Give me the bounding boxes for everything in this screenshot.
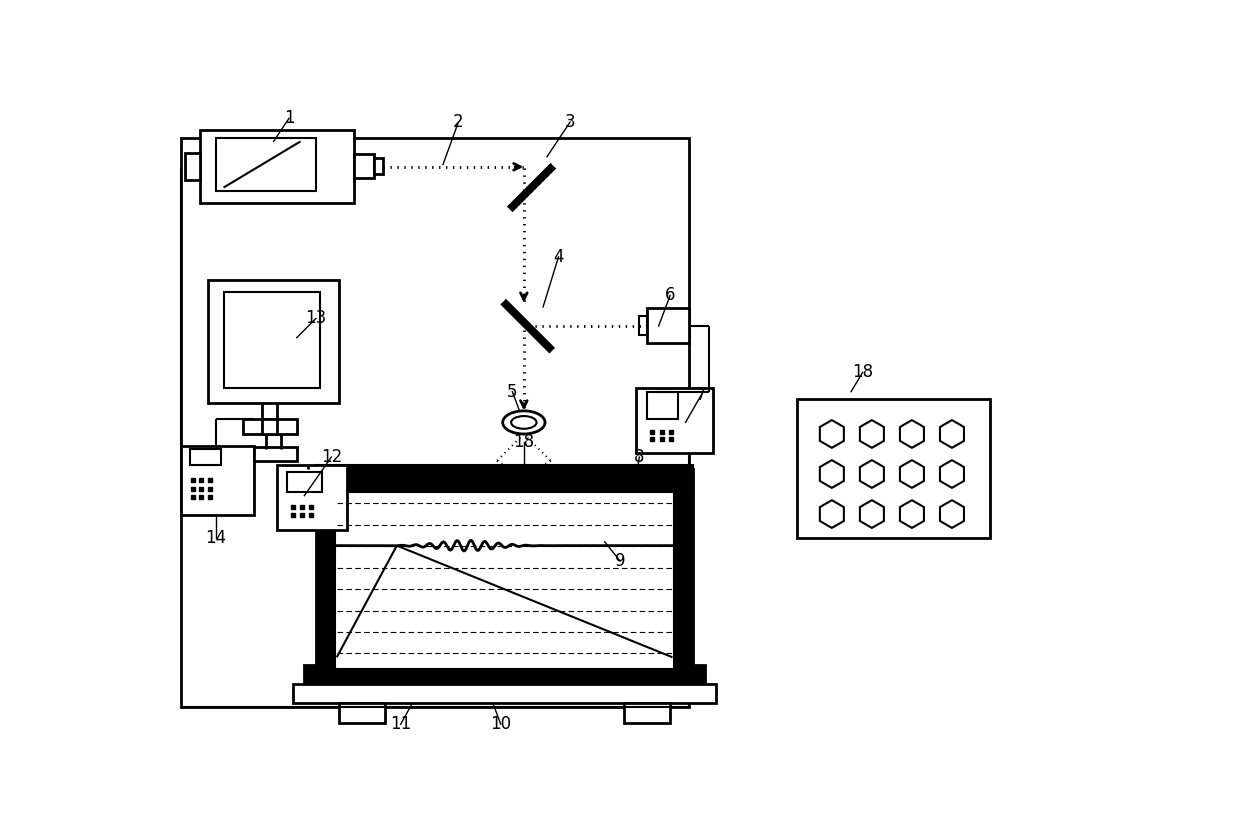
Bar xyxy=(640,316,647,335)
Bar xyxy=(293,684,717,703)
Bar xyxy=(335,492,675,669)
Text: 11: 11 xyxy=(391,716,412,733)
Bar xyxy=(223,292,320,388)
Text: 18: 18 xyxy=(513,432,534,451)
Bar xyxy=(208,280,339,403)
Bar xyxy=(191,449,221,465)
Bar xyxy=(797,400,990,538)
Bar xyxy=(339,703,386,722)
Bar xyxy=(254,447,296,461)
Bar xyxy=(635,388,713,453)
Bar xyxy=(181,446,254,515)
Bar xyxy=(201,130,355,203)
Ellipse shape xyxy=(502,411,546,434)
Bar xyxy=(262,418,278,434)
Bar xyxy=(647,391,678,418)
Text: 7: 7 xyxy=(696,386,707,405)
Text: 4: 4 xyxy=(553,248,564,266)
Text: 18: 18 xyxy=(852,364,873,381)
Text: 3: 3 xyxy=(564,113,575,131)
Bar xyxy=(675,468,693,669)
Text: 13: 13 xyxy=(305,309,326,328)
Text: 12: 12 xyxy=(321,448,342,466)
Bar xyxy=(288,473,322,492)
Bar xyxy=(647,308,689,343)
Text: 2: 2 xyxy=(453,113,464,131)
Bar xyxy=(185,153,201,180)
Bar xyxy=(278,465,347,530)
Bar xyxy=(316,480,693,492)
Bar xyxy=(624,703,670,722)
Text: 9: 9 xyxy=(615,552,625,570)
Bar xyxy=(355,154,373,178)
Text: 1: 1 xyxy=(284,109,294,127)
Text: 6: 6 xyxy=(665,287,676,304)
Bar xyxy=(373,158,383,173)
Text: 10: 10 xyxy=(490,716,511,733)
Text: 8: 8 xyxy=(634,448,645,466)
Bar xyxy=(181,137,689,707)
Bar xyxy=(304,665,704,684)
Bar xyxy=(316,465,693,480)
Bar xyxy=(216,137,316,191)
Bar xyxy=(243,418,296,434)
Bar xyxy=(316,468,335,669)
Text: 5: 5 xyxy=(507,383,517,401)
Text: 14: 14 xyxy=(206,529,227,547)
Ellipse shape xyxy=(511,416,537,429)
